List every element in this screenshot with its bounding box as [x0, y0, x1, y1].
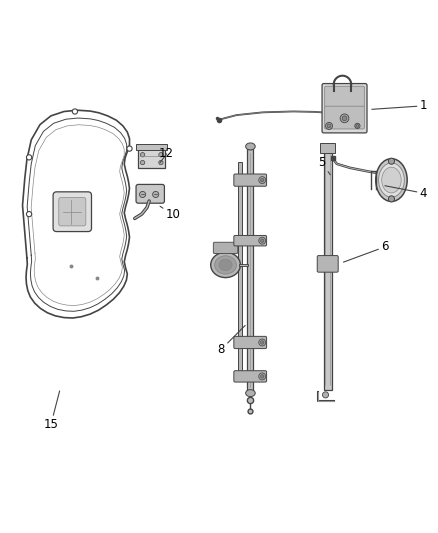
Circle shape: [340, 114, 349, 123]
Ellipse shape: [381, 167, 401, 193]
Circle shape: [141, 152, 145, 157]
Circle shape: [356, 125, 359, 127]
Text: 10: 10: [160, 206, 180, 222]
Bar: [136, 144, 167, 150]
Circle shape: [259, 176, 266, 183]
Circle shape: [141, 160, 145, 165]
Ellipse shape: [211, 252, 240, 278]
Circle shape: [159, 160, 163, 165]
Circle shape: [342, 116, 347, 120]
Text: 12: 12: [159, 147, 174, 163]
Circle shape: [26, 212, 32, 217]
Circle shape: [127, 146, 132, 151]
FancyBboxPatch shape: [325, 106, 364, 129]
FancyBboxPatch shape: [136, 184, 164, 203]
Circle shape: [355, 123, 360, 128]
Text: 6: 6: [343, 240, 389, 262]
Circle shape: [259, 339, 266, 346]
Circle shape: [327, 124, 331, 128]
Text: 4: 4: [385, 185, 427, 200]
Bar: [324, 149, 332, 390]
Text: 5: 5: [318, 156, 330, 175]
FancyBboxPatch shape: [59, 198, 86, 226]
FancyBboxPatch shape: [234, 174, 267, 186]
Circle shape: [389, 158, 395, 164]
Circle shape: [261, 375, 264, 378]
Ellipse shape: [246, 390, 255, 397]
Circle shape: [261, 341, 264, 344]
Text: 15: 15: [43, 391, 60, 431]
Circle shape: [322, 392, 328, 398]
FancyBboxPatch shape: [138, 145, 165, 168]
FancyBboxPatch shape: [53, 192, 92, 231]
Circle shape: [259, 237, 266, 244]
Ellipse shape: [215, 256, 237, 274]
Text: 1: 1: [372, 99, 427, 112]
FancyBboxPatch shape: [213, 242, 238, 254]
Circle shape: [140, 191, 146, 198]
Circle shape: [261, 239, 264, 243]
FancyBboxPatch shape: [234, 336, 267, 349]
Circle shape: [72, 109, 78, 114]
FancyBboxPatch shape: [317, 256, 338, 272]
Circle shape: [152, 191, 159, 198]
Circle shape: [325, 123, 332, 130]
Bar: [320, 143, 335, 153]
Circle shape: [389, 196, 395, 202]
Ellipse shape: [219, 259, 232, 271]
Ellipse shape: [246, 143, 255, 150]
FancyBboxPatch shape: [322, 84, 367, 133]
Text: 8: 8: [218, 326, 245, 356]
Ellipse shape: [376, 159, 407, 201]
Circle shape: [26, 155, 32, 160]
Bar: [238, 161, 242, 378]
FancyBboxPatch shape: [234, 236, 267, 246]
Circle shape: [261, 179, 264, 182]
FancyBboxPatch shape: [325, 86, 364, 107]
Bar: [247, 149, 254, 391]
Circle shape: [259, 373, 266, 380]
Circle shape: [159, 152, 163, 157]
Ellipse shape: [378, 163, 404, 197]
FancyBboxPatch shape: [234, 371, 267, 382]
